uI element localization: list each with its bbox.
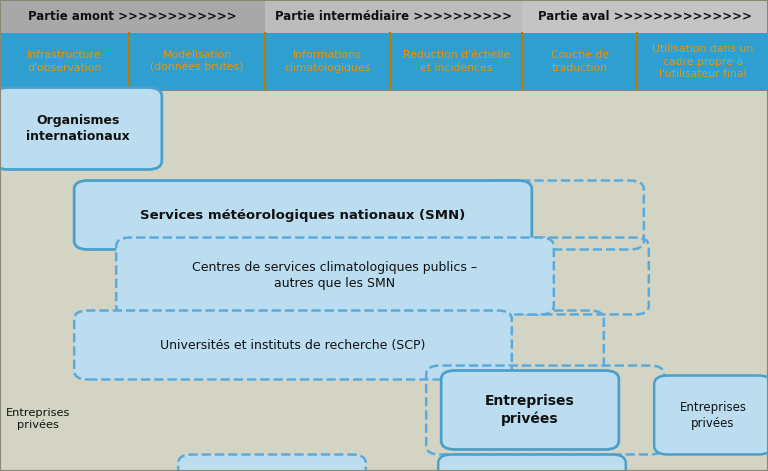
Bar [0, 90, 768, 471]
Text: Entreprises
privées: Entreprises privées [678, 408, 742, 430]
Text: Couche de
traduction: Couche de traduction [551, 50, 609, 73]
FancyBboxPatch shape [439, 455, 626, 471]
FancyBboxPatch shape [178, 455, 366, 471]
Bar [390, 33, 522, 90]
FancyBboxPatch shape [0, 88, 162, 170]
Text: Services météorologiques nationaux (SMN): Services météorologiques nationaux (SMN) [141, 209, 465, 221]
Text: Partie aval >>>>>>>>>>>>>>: Partie aval >>>>>>>>>>>>>> [538, 10, 752, 23]
Bar [265, 0, 522, 33]
Text: Informations
climatologiques: Informations climatologiques [284, 50, 371, 73]
Bar [0, 0, 265, 33]
FancyBboxPatch shape [654, 375, 768, 455]
Bar [129, 33, 265, 90]
Bar [265, 33, 390, 90]
Bar [0, 33, 129, 90]
Text: Partie intermédiaire >>>>>>>>>>: Partie intermédiaire >>>>>>>>>> [275, 10, 512, 23]
FancyBboxPatch shape [74, 310, 511, 380]
FancyBboxPatch shape [116, 237, 554, 315]
Text: Infrastructure
d'observation: Infrastructure d'observation [27, 50, 102, 73]
Text: Utilisation dans un
cadre propre à
l'utilisateur final: Utilisation dans un cadre propre à l'uti… [652, 44, 753, 79]
Text: Centres de services climatologiques publics –
autres que les SMN: Centres de services climatologiques publ… [193, 261, 478, 291]
Text: Entreprises
privées: Entreprises privées [680, 400, 746, 430]
Bar [522, 33, 637, 90]
Text: Entreprises
privées: Entreprises privées [485, 394, 575, 426]
FancyBboxPatch shape [74, 180, 531, 250]
Text: Universités et instituts de recherche (SCP): Universités et instituts de recherche (S… [161, 339, 425, 351]
Text: Réduction d'échelle
et incidences: Réduction d'échelle et incidences [402, 50, 510, 73]
Text: Entreprises
privées: Entreprises privées [6, 408, 70, 430]
Text: Modélisation
(données brutes): Modélisation (données brutes) [151, 50, 243, 73]
Text: Partie amont >>>>>>>>>>>>: Partie amont >>>>>>>>>>>> [28, 10, 237, 23]
Text: Organismes
internationaux: Organismes internationaux [26, 114, 130, 143]
Bar [637, 33, 768, 90]
Bar [522, 0, 768, 33]
FancyBboxPatch shape [441, 371, 619, 449]
